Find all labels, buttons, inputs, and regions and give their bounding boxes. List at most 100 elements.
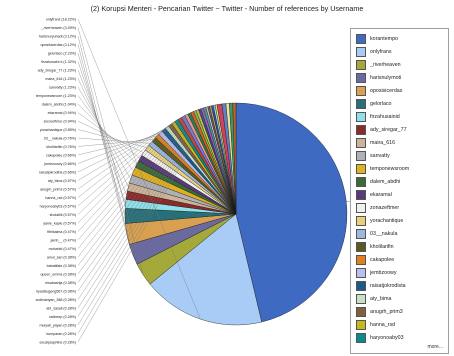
legend-swatch: [356, 98, 366, 109]
leader-line: [77, 108, 203, 283]
leader-line: [77, 95, 134, 172]
legend-item[interactable]: firzahusainid: [356, 111, 400, 122]
legend-item[interactable]: cakapolee: [356, 254, 394, 265]
slice-label: yorachantique (0.85%): [40, 128, 76, 132]
slice-label: yanie_kapie (0.57%): [43, 221, 76, 225]
slice-label: queen_emma (0.38%): [40, 272, 76, 276]
leader-line: [77, 18, 201, 320]
legend-item[interactable]: raisatjokrodista: [356, 280, 406, 291]
legend-swatch: [356, 254, 366, 265]
legend-label: aty_bima: [370, 295, 392, 302]
legend-more-link[interactable]: more...: [427, 344, 443, 350]
leader-line: [77, 124, 171, 190]
legend-swatch: [356, 189, 366, 200]
legend-label: maira_616: [370, 139, 396, 146]
legend-swatch: [356, 176, 366, 187]
legend-swatch: [356, 72, 366, 83]
legend-item[interactable]: oposisicerdas: [356, 85, 402, 96]
legend-item[interactable]: hanna_rsd: [356, 319, 395, 330]
legend-swatch: [356, 267, 366, 278]
legend-label: dalem_abdhi: [370, 178, 401, 185]
legend-item[interactable]: harisnulymoti: [356, 72, 401, 83]
legend-item[interactable]: maira_616: [356, 137, 395, 148]
leader-line: [77, 110, 195, 258]
leader-line: [77, 104, 217, 343]
legend-item[interactable]: sanvatty: [356, 150, 390, 161]
leader-line: [77, 129, 148, 148]
legend-label: kholilarifin: [370, 243, 394, 250]
legend-swatch: [356, 85, 366, 96]
slice-label: abi_sasali (0.28%): [46, 306, 76, 310]
legend-swatch: [356, 241, 366, 252]
pie-slice[interactable]: [235, 102, 348, 323]
leader-line: [77, 35, 133, 255]
legend-item[interactable]: anugrh_prim3: [356, 306, 403, 317]
slice-label: haryonoaby03 (0.57%): [40, 204, 76, 208]
legend-label: yorachantique: [370, 217, 404, 224]
slice-label: kumparan (0.28%): [46, 332, 76, 336]
slice-label: muiyati_yayan (0.28%): [39, 323, 76, 327]
legend-swatch: [356, 111, 366, 122]
legend-label: harisnulymoti: [370, 74, 402, 81]
slice-label: gelorlaco (2.23%): [48, 51, 76, 55]
legend-item[interactable]: yorachantique: [356, 215, 403, 226]
slice-label: eisabasrija (0.38%): [45, 281, 76, 285]
leader-line: [77, 106, 209, 309]
legend-label: gelorlaco: [370, 100, 392, 107]
legend-swatch: [356, 215, 366, 226]
legend-item[interactable]: jembzoowy: [356, 267, 397, 278]
legend-swatch: [356, 319, 366, 330]
legend-item[interactable]: zonazeftmer: [356, 202, 399, 213]
legend-swatch: [356, 33, 366, 44]
slice-label: amul_sari (0.38%): [47, 255, 76, 259]
leader-line: [77, 27, 144, 275]
leader-line: [77, 116, 184, 224]
legend-label: zonazeftmer: [370, 204, 400, 211]
legend-item[interactable]: onlyfrans: [356, 46, 392, 57]
legend-item[interactable]: ekaramal: [356, 189, 392, 200]
legend-item[interactable]: haryonoaby03: [356, 332, 404, 343]
slice-label: harisnuryuhadi (3.12%): [39, 34, 76, 38]
slice-label: ardimanyan_388 (0.28%): [36, 298, 76, 302]
legend-item[interactable]: ady_siregar_77: [356, 124, 407, 135]
legend-item[interactable]: _riverheaven: [356, 59, 401, 70]
leader-line: [77, 120, 177, 207]
leader-line: [77, 137, 151, 144]
slice-label: fitrilsalma (0.47%): [47, 230, 76, 234]
chart-title: (2) Korupsi Menteri - Pencarian Twitter …: [90, 4, 364, 13]
legend-label: 03__nakula: [370, 230, 398, 237]
legend-item[interactable]: gelorlaco: [356, 98, 392, 109]
pie-slice[interactable]: [232, 102, 237, 215]
legend-item[interactable]: 03__nakula: [356, 228, 397, 239]
legend-item[interactable]: dalem_abdhi: [356, 176, 400, 187]
slice-label: aty_bima (0.57%): [48, 179, 76, 183]
slice-label: sholatilli (0.57%): [50, 213, 76, 217]
leader-line: [77, 44, 127, 235]
legend-item[interactable]: temponewsroom: [356, 163, 409, 174]
leader-line: [77, 129, 164, 173]
slice-label: 03__nakula (0.76%): [44, 136, 76, 140]
legend-item[interactable]: korantempo: [356, 33, 398, 44]
legend-label: korantempo: [370, 35, 398, 42]
legend-swatch: [356, 228, 366, 239]
slice-label: riyadisugeng567 (0.38%): [36, 289, 76, 293]
leader-line: [77, 118, 180, 215]
slice-label: mohahid (0.47%): [49, 247, 76, 251]
legend-swatch: [356, 163, 366, 174]
leader-line: [77, 107, 205, 292]
legend-swatch: [356, 150, 366, 161]
legend-label: firzahusainid: [370, 113, 400, 120]
leader-line: [77, 114, 187, 232]
leader-line: [77, 113, 190, 241]
slice-label: babatifate (0.38%): [47, 264, 76, 268]
legend-swatch: [356, 293, 366, 304]
legend-swatch: [356, 59, 366, 70]
slice-label: hanna_rsd (0.57%): [45, 196, 76, 200]
legend-item[interactable]: kholilarifin: [356, 241, 394, 252]
legend-label: raisatjokrodista: [370, 282, 406, 289]
legend-swatch: [356, 202, 366, 213]
slice-label: temponewsroom (1.23%): [36, 94, 76, 98]
legend-label: oposisicerdas: [370, 87, 403, 94]
legend-item[interactable]: aty_bima: [356, 293, 392, 304]
